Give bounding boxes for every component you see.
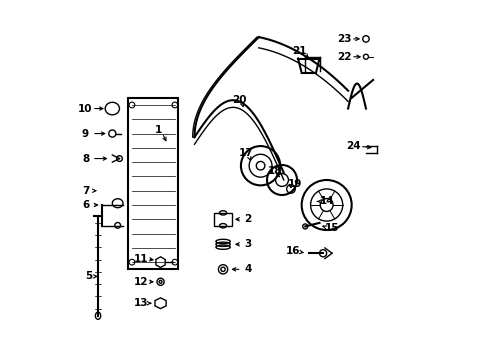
Text: 22: 22 [337, 52, 351, 62]
Text: 20: 20 [231, 95, 246, 105]
Text: 16: 16 [285, 247, 299, 256]
Text: 2: 2 [244, 214, 251, 224]
Text: 1: 1 [155, 125, 162, 135]
Text: 15: 15 [324, 223, 339, 233]
Text: 14: 14 [319, 197, 333, 206]
Text: 24: 24 [346, 141, 360, 151]
Text: 6: 6 [82, 200, 89, 210]
Text: 5: 5 [85, 271, 93, 282]
Text: 3: 3 [244, 239, 251, 249]
Text: 12: 12 [133, 277, 148, 287]
Text: 9: 9 [82, 129, 89, 139]
Text: 23: 23 [337, 34, 351, 44]
Bar [214, 213, 231, 226]
Text: 10: 10 [78, 104, 93, 113]
Text: 7: 7 [81, 186, 89, 196]
Bar [128, 98, 178, 269]
Text: 11: 11 [133, 253, 148, 264]
Text: 13: 13 [133, 298, 148, 308]
Text: 17: 17 [239, 148, 253, 158]
Text: 8: 8 [82, 154, 89, 163]
Text: 18: 18 [267, 166, 282, 176]
Text: 4: 4 [244, 264, 251, 274]
Text: 19: 19 [287, 179, 301, 189]
Text: 21: 21 [292, 46, 306, 57]
